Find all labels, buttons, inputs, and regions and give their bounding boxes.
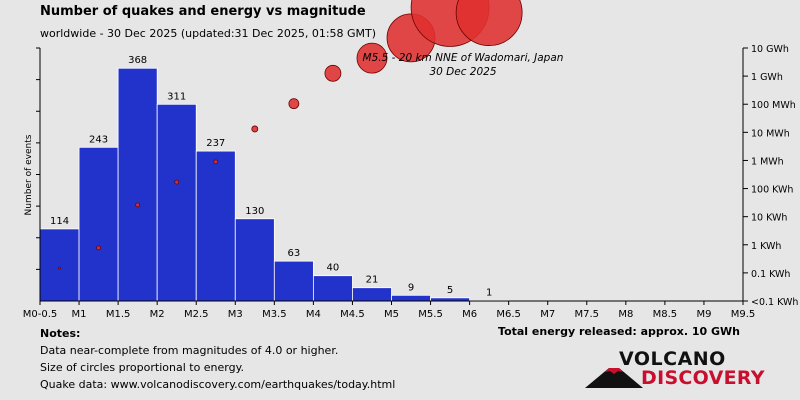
note-line: Size of circles proportional to energy.: [40, 361, 245, 374]
chart-subtitle: worldwide - 30 Dec 2025 (updated:31 Dec …: [40, 27, 377, 40]
bar: [78, 146, 119, 302]
bar: [234, 218, 275, 302]
x-tick-label: M4.5: [340, 309, 365, 320]
bar-value-label: 5: [447, 285, 453, 296]
x-tick-label: M9: [696, 309, 711, 320]
volcano-icon: [585, 368, 643, 388]
logo-line1: VOLCANO: [619, 348, 726, 370]
bar-value-label: 9: [408, 282, 414, 293]
volcano-discovery-logo[interactable]: VOLCANO DISCOVERY: [585, 348, 765, 390]
x-tick-label: M6.5: [496, 309, 521, 320]
energy-circle: [251, 125, 259, 133]
energy-axis-label: 1 MWh: [751, 156, 784, 167]
bar: [156, 103, 197, 302]
energy-circle: [58, 266, 61, 270]
bar: [39, 228, 80, 302]
energy-axis-label: 1 GWh: [751, 72, 783, 83]
x-tick-label: M8: [618, 309, 633, 320]
energy-circle: [174, 179, 180, 185]
bar: [391, 294, 431, 302]
bar-value-label: 21: [366, 275, 379, 286]
energy-circle: [455, 0, 523, 46]
energy-circle: [213, 159, 219, 165]
energy-axis-label: 100 MWh: [751, 100, 796, 111]
annotation-line2: 30 Dec 2025: [429, 66, 496, 78]
energy-axis-label: 0.1 KWh: [751, 269, 790, 280]
bar: [352, 287, 392, 302]
x-tick-label: M1.5: [106, 309, 131, 320]
x-tick-label: M7.5: [575, 309, 600, 320]
energy-circle: [324, 64, 342, 82]
bar-value-label: 311: [167, 91, 186, 102]
energy-axis-label: <0.1 KWh: [751, 297, 798, 308]
total-energy: Total energy released: approx. 10 GWh: [498, 325, 740, 338]
chart-title: Number of quakes and energy vs magnitude: [40, 4, 366, 19]
bar-value-label: 114: [50, 216, 69, 227]
notes-title: Notes:: [40, 327, 81, 340]
x-tick-label: M2.5: [184, 309, 209, 320]
x-tick-label: M5: [384, 309, 399, 320]
x-tick-label: M1: [72, 309, 87, 320]
bar-value-label: 368: [128, 55, 147, 66]
energy-axis-label: 10 GWh: [751, 44, 789, 55]
x-tick-label: M3.5: [262, 309, 287, 320]
energy-circle: [356, 42, 388, 74]
energy-axis-label: 10 MWh: [751, 128, 790, 139]
y-axis-title: Number of events: [24, 134, 34, 215]
note-line: Data near-complete from magnitudes of 4.…: [40, 344, 339, 357]
energy-axis-label: 100 KWh: [751, 185, 793, 196]
bar-value-label: 237: [206, 138, 225, 149]
bar: [117, 67, 158, 302]
x-tick-label: M9.5: [731, 309, 756, 320]
energy-circle: [288, 98, 300, 110]
bar: [273, 260, 314, 302]
x-tick-label: M4: [306, 309, 321, 320]
x-tick-label: M6: [462, 309, 477, 320]
bar-value-label: 1: [486, 287, 492, 298]
annotation-line1: M5.5 - 20 km NNE of Wadomari, Japan: [363, 52, 564, 64]
note-line: Quake data: www.volcanodiscovery.com/ear…: [40, 378, 396, 391]
x-tick-label: M3: [228, 309, 243, 320]
x-tick-label: M0-0.5: [23, 309, 58, 320]
energy-circle: [135, 202, 141, 208]
x-tick-label: M7: [540, 309, 555, 320]
x-tick-label: M2: [150, 309, 165, 320]
bar-value-label: 243: [89, 134, 108, 145]
x-tick-label: M8.5: [653, 309, 678, 320]
bar: [312, 275, 353, 302]
energy-circle: [96, 245, 101, 251]
bar-value-label: 63: [287, 248, 300, 259]
bar-value-label: 130: [245, 206, 264, 217]
notes: Notes: Data near-complete from magnitude…: [40, 325, 395, 393]
bar-value-label: 40: [327, 263, 340, 274]
logo-line2: DISCOVERY: [641, 367, 765, 389]
bar: [195, 150, 236, 302]
energy-axis-label: 1 KWh: [751, 241, 781, 252]
x-tick-label: M5.5: [418, 309, 443, 320]
energy-axis-label: 10 KWh: [751, 213, 787, 224]
